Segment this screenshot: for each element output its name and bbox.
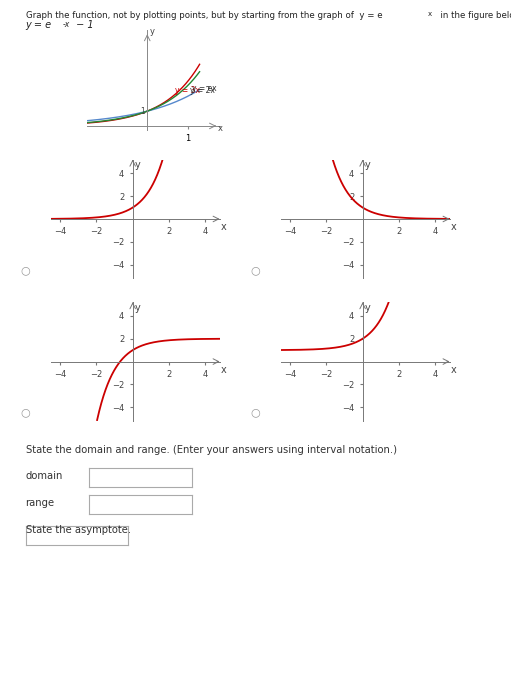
Text: Graph the function, not by plotting points, but by starting from the graph of  y: Graph the function, not by plotting poin…: [26, 11, 382, 20]
Text: range: range: [26, 498, 55, 508]
Text: domain: domain: [26, 471, 63, 481]
Text: 1: 1: [140, 107, 145, 116]
Text: ○: ○: [250, 407, 260, 418]
Text: x: x: [451, 223, 456, 232]
Text: State the domain and range. (Enter your answers using interval notation.): State the domain and range. (Enter your …: [26, 445, 397, 455]
Text: in the figure below.: in the figure below.: [435, 11, 511, 20]
Text: y = ex: y = ex: [192, 84, 217, 93]
Text: x: x: [221, 223, 226, 232]
Text: y: y: [149, 27, 154, 36]
Text: ○: ○: [20, 407, 30, 418]
Text: x: x: [221, 365, 226, 375]
Text: State the asymptote.: State the asymptote.: [26, 525, 131, 535]
Text: y = 2x: y = 2x: [190, 86, 215, 95]
Text: − 1: − 1: [73, 20, 93, 30]
Text: y = 3x: y = 3x: [175, 86, 200, 95]
Text: x: x: [218, 124, 223, 133]
Text: -x: -x: [62, 20, 69, 29]
Text: x: x: [451, 365, 456, 375]
Text: ○: ○: [250, 265, 260, 275]
Text: y = e: y = e: [26, 20, 52, 30]
Text: ○: ○: [20, 265, 30, 275]
Text: y: y: [365, 160, 370, 170]
Text: y: y: [135, 303, 141, 313]
Text: y: y: [135, 160, 141, 170]
Text: y: y: [365, 303, 370, 313]
Text: x: x: [428, 11, 432, 17]
